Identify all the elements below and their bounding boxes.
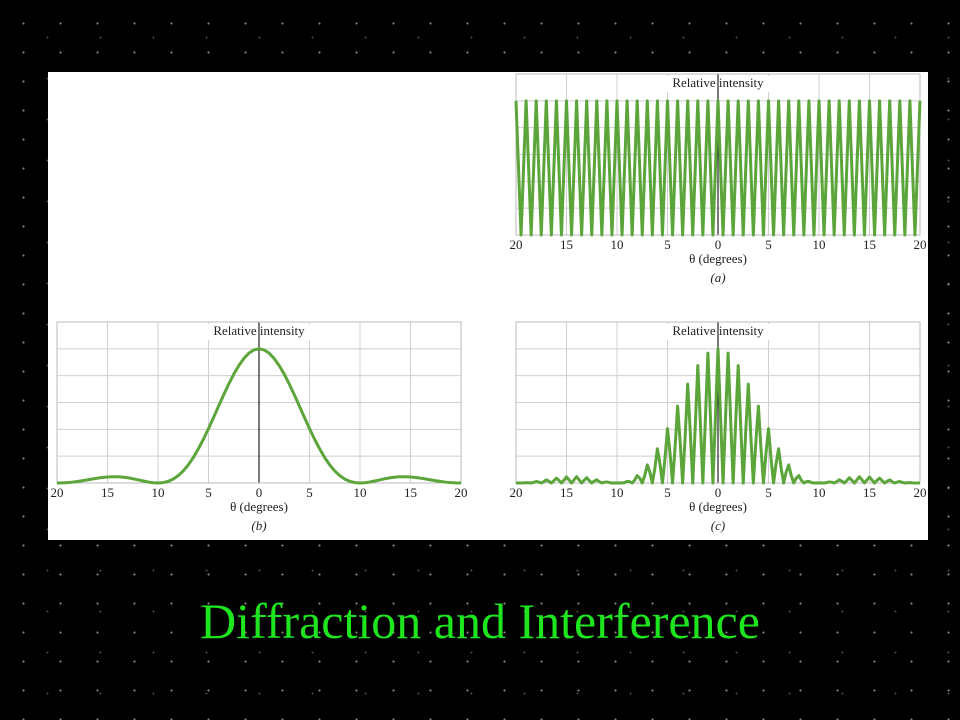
- plot-frame: [515, 321, 921, 484]
- x-tick-label: 5: [765, 485, 772, 500]
- plot-frame: [56, 321, 462, 484]
- plot-frame: [515, 73, 921, 236]
- panel-caption: (b): [251, 518, 266, 533]
- slide-title: Diffraction and Interference: [200, 593, 760, 649]
- intensity-curve: [514, 99, 922, 237]
- intensity-curve: [56, 347, 462, 485]
- x-tick-label: 20: [510, 237, 523, 252]
- x-tick-label: 5: [664, 237, 671, 252]
- x-tick-label: 20: [914, 237, 927, 252]
- intensity-curve: [516, 347, 920, 485]
- x-axis-label: θ (degrees): [689, 251, 747, 266]
- x-tick-label: 15: [863, 485, 876, 500]
- x-axis-label: θ (degrees): [230, 499, 288, 514]
- x-tick-label: 10: [354, 485, 367, 500]
- x-tick-label: 20: [914, 485, 927, 500]
- x-tick-label: 15: [404, 485, 417, 500]
- x-tick-label: 5: [664, 485, 671, 500]
- x-tick-label: 0: [715, 237, 722, 252]
- x-tick-label: 5: [765, 237, 772, 252]
- x-tick-label: 5: [306, 485, 313, 500]
- x-tick-label: 10: [813, 485, 826, 500]
- x-tick-label: 10: [813, 237, 826, 252]
- x-tick-label: 15: [863, 237, 876, 252]
- y-axis-label: Relative intensity: [213, 323, 305, 338]
- x-tick-label: 15: [560, 237, 573, 252]
- x-tick-label: 10: [611, 485, 624, 500]
- x-tick-label: 20: [51, 485, 64, 500]
- x-tick-label: 20: [455, 485, 468, 500]
- x-tick-label: 15: [101, 485, 114, 500]
- y-axis-label: Relative intensity: [672, 323, 764, 338]
- x-tick-label: 15: [560, 485, 573, 500]
- x-tick-label: 10: [152, 485, 165, 500]
- x-tick-label: 0: [715, 485, 722, 500]
- x-tick-label: 10: [611, 237, 624, 252]
- x-tick-label: 0: [256, 485, 263, 500]
- x-tick-label: 20: [510, 485, 523, 500]
- y-axis-label: Relative intensity: [672, 75, 764, 90]
- x-axis-label: θ (degrees): [689, 499, 747, 514]
- x-tick-label: 5: [205, 485, 212, 500]
- panel-caption: (a): [710, 270, 725, 285]
- panel-caption: (c): [711, 518, 725, 533]
